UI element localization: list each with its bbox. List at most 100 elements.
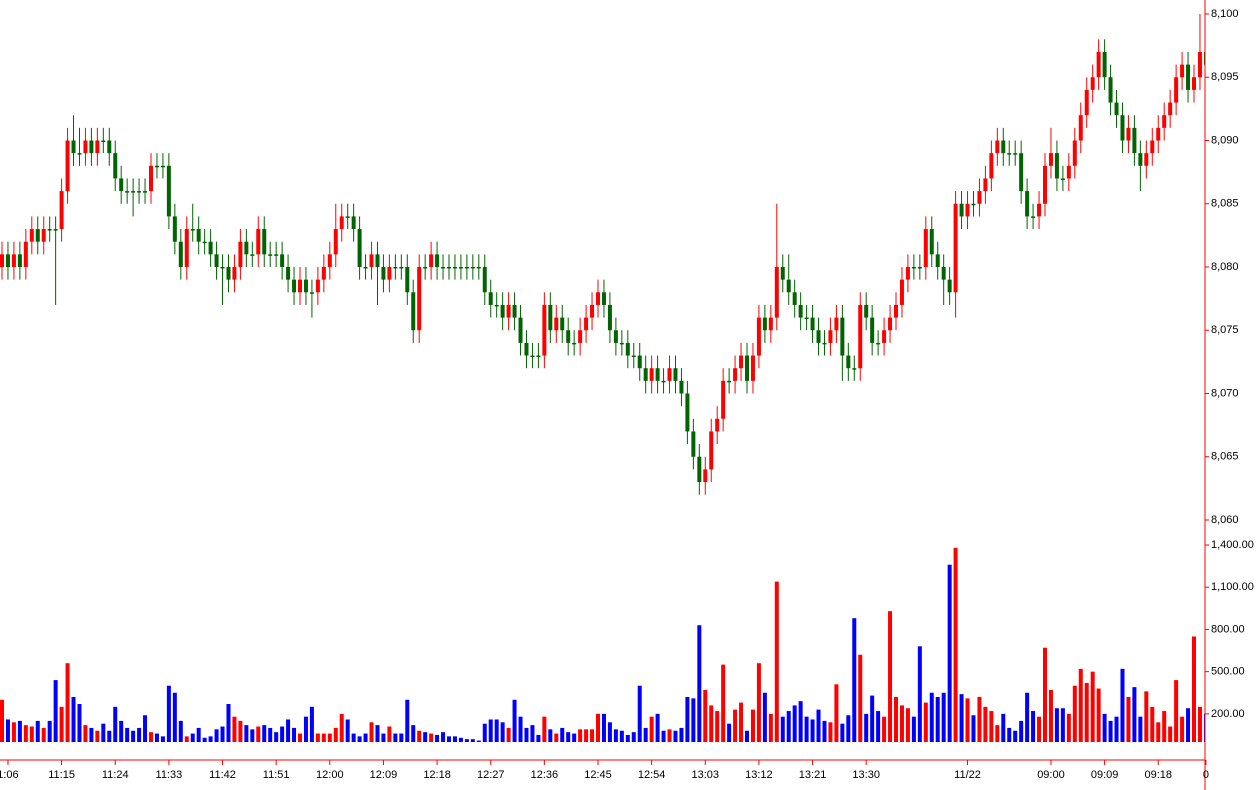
volume-bar — [137, 727, 142, 742]
volume-bar — [166, 685, 171, 742]
candle-body — [411, 292, 416, 331]
volume-bar — [154, 733, 159, 742]
candle-body — [137, 191, 142, 193]
volume-bar — [816, 709, 821, 742]
candle-body — [95, 140, 100, 154]
candle-body — [637, 355, 642, 369]
volume-bar — [894, 696, 898, 742]
candle-body — [399, 267, 404, 269]
volume-bar — [250, 729, 255, 742]
x-tick-label: 11/22 — [954, 769, 981, 781]
x-tick-label: 12:18 — [423, 769, 451, 781]
candle-body — [35, 229, 40, 242]
volume-bar — [721, 664, 726, 742]
candle-body — [619, 342, 624, 345]
volume-bar — [619, 730, 624, 742]
candle-body — [393, 267, 398, 269]
volume-bar — [405, 699, 410, 742]
volume-bar — [315, 733, 320, 742]
candle-body — [375, 254, 380, 267]
volume-bar — [536, 734, 541, 742]
x-tick-label: 09:18 — [1144, 769, 1172, 781]
volume-bar — [369, 722, 374, 742]
candle-body — [470, 267, 475, 269]
x-tick-label: 12:27 — [477, 769, 505, 781]
volume-bar — [1078, 668, 1083, 742]
x-tick-label: 09:00 — [1037, 769, 1065, 781]
volume-bar — [321, 733, 326, 742]
candle-body — [709, 431, 714, 470]
y-tick-label: 8,070 — [1211, 387, 1239, 399]
volume-bar — [1126, 696, 1131, 742]
volume-bar — [888, 611, 893, 742]
volume-bar — [363, 733, 368, 742]
volume-bar — [488, 719, 493, 742]
candle-body — [494, 304, 499, 307]
candle-body — [208, 241, 213, 255]
volume-bar — [1013, 730, 1018, 742]
volume-bar — [578, 729, 583, 742]
candle-body — [339, 216, 344, 230]
volume-bar — [637, 685, 642, 742]
volume-bar — [113, 706, 118, 742]
volume-bar — [506, 727, 511, 742]
volume-bar — [292, 727, 297, 742]
candle-body — [59, 191, 64, 230]
volume-bar — [35, 720, 40, 742]
volume-bar — [959, 694, 964, 742]
volume-bar — [5, 719, 10, 742]
y-tick-label: 8,075 — [1211, 324, 1239, 336]
candle-body — [846, 355, 851, 369]
volume-bar — [601, 713, 606, 742]
candle-body — [798, 304, 803, 318]
volume-bar — [929, 692, 934, 742]
candle-body — [184, 229, 189, 267]
candle-body — [500, 304, 505, 318]
volume-bar — [298, 733, 302, 742]
volume-bar — [65, 663, 70, 742]
volume-bar — [876, 711, 881, 742]
volume-bar — [590, 729, 595, 742]
volume-bar — [399, 733, 404, 742]
volume-bar — [238, 720, 243, 742]
volume-bar — [83, 725, 88, 742]
candle-body — [929, 229, 934, 255]
volume-bar — [870, 695, 875, 742]
candle-body — [1084, 89, 1089, 116]
candle-body — [363, 267, 368, 269]
volume-bar — [679, 727, 684, 742]
volume-bar — [840, 723, 845, 742]
volume-bar — [232, 716, 237, 742]
candle-body — [333, 229, 338, 255]
volume-bar — [947, 564, 952, 742]
volume-bar — [202, 737, 207, 742]
candle-body — [345, 216, 350, 218]
volume-bar — [441, 732, 446, 742]
volume-bar — [160, 736, 165, 742]
candle-body — [387, 267, 392, 280]
volume-bar — [1054, 708, 1059, 742]
candle-body — [1174, 77, 1179, 103]
volume-bar — [607, 722, 612, 742]
candle-body — [315, 279, 320, 293]
volume-bar — [1132, 687, 1137, 742]
candle-body — [548, 304, 553, 331]
volume-bar — [1031, 711, 1036, 742]
candle-body — [965, 203, 970, 217]
candle-body — [274, 254, 279, 256]
volume-bar — [1060, 708, 1065, 742]
candle-body — [888, 317, 893, 331]
volume-bar — [625, 734, 630, 742]
volume-bar — [786, 711, 791, 742]
volume-bar — [643, 727, 648, 742]
volume-bar — [184, 736, 189, 742]
volume-bar — [1162, 711, 1167, 742]
volume-bar — [971, 715, 976, 742]
volume-bar — [447, 736, 451, 742]
candle-body — [417, 267, 422, 331]
candle-body — [0, 254, 4, 267]
volume-bar — [375, 725, 380, 742]
volume-bar — [1120, 668, 1125, 742]
volume-bar — [1174, 680, 1179, 742]
volume-bar — [29, 726, 34, 742]
